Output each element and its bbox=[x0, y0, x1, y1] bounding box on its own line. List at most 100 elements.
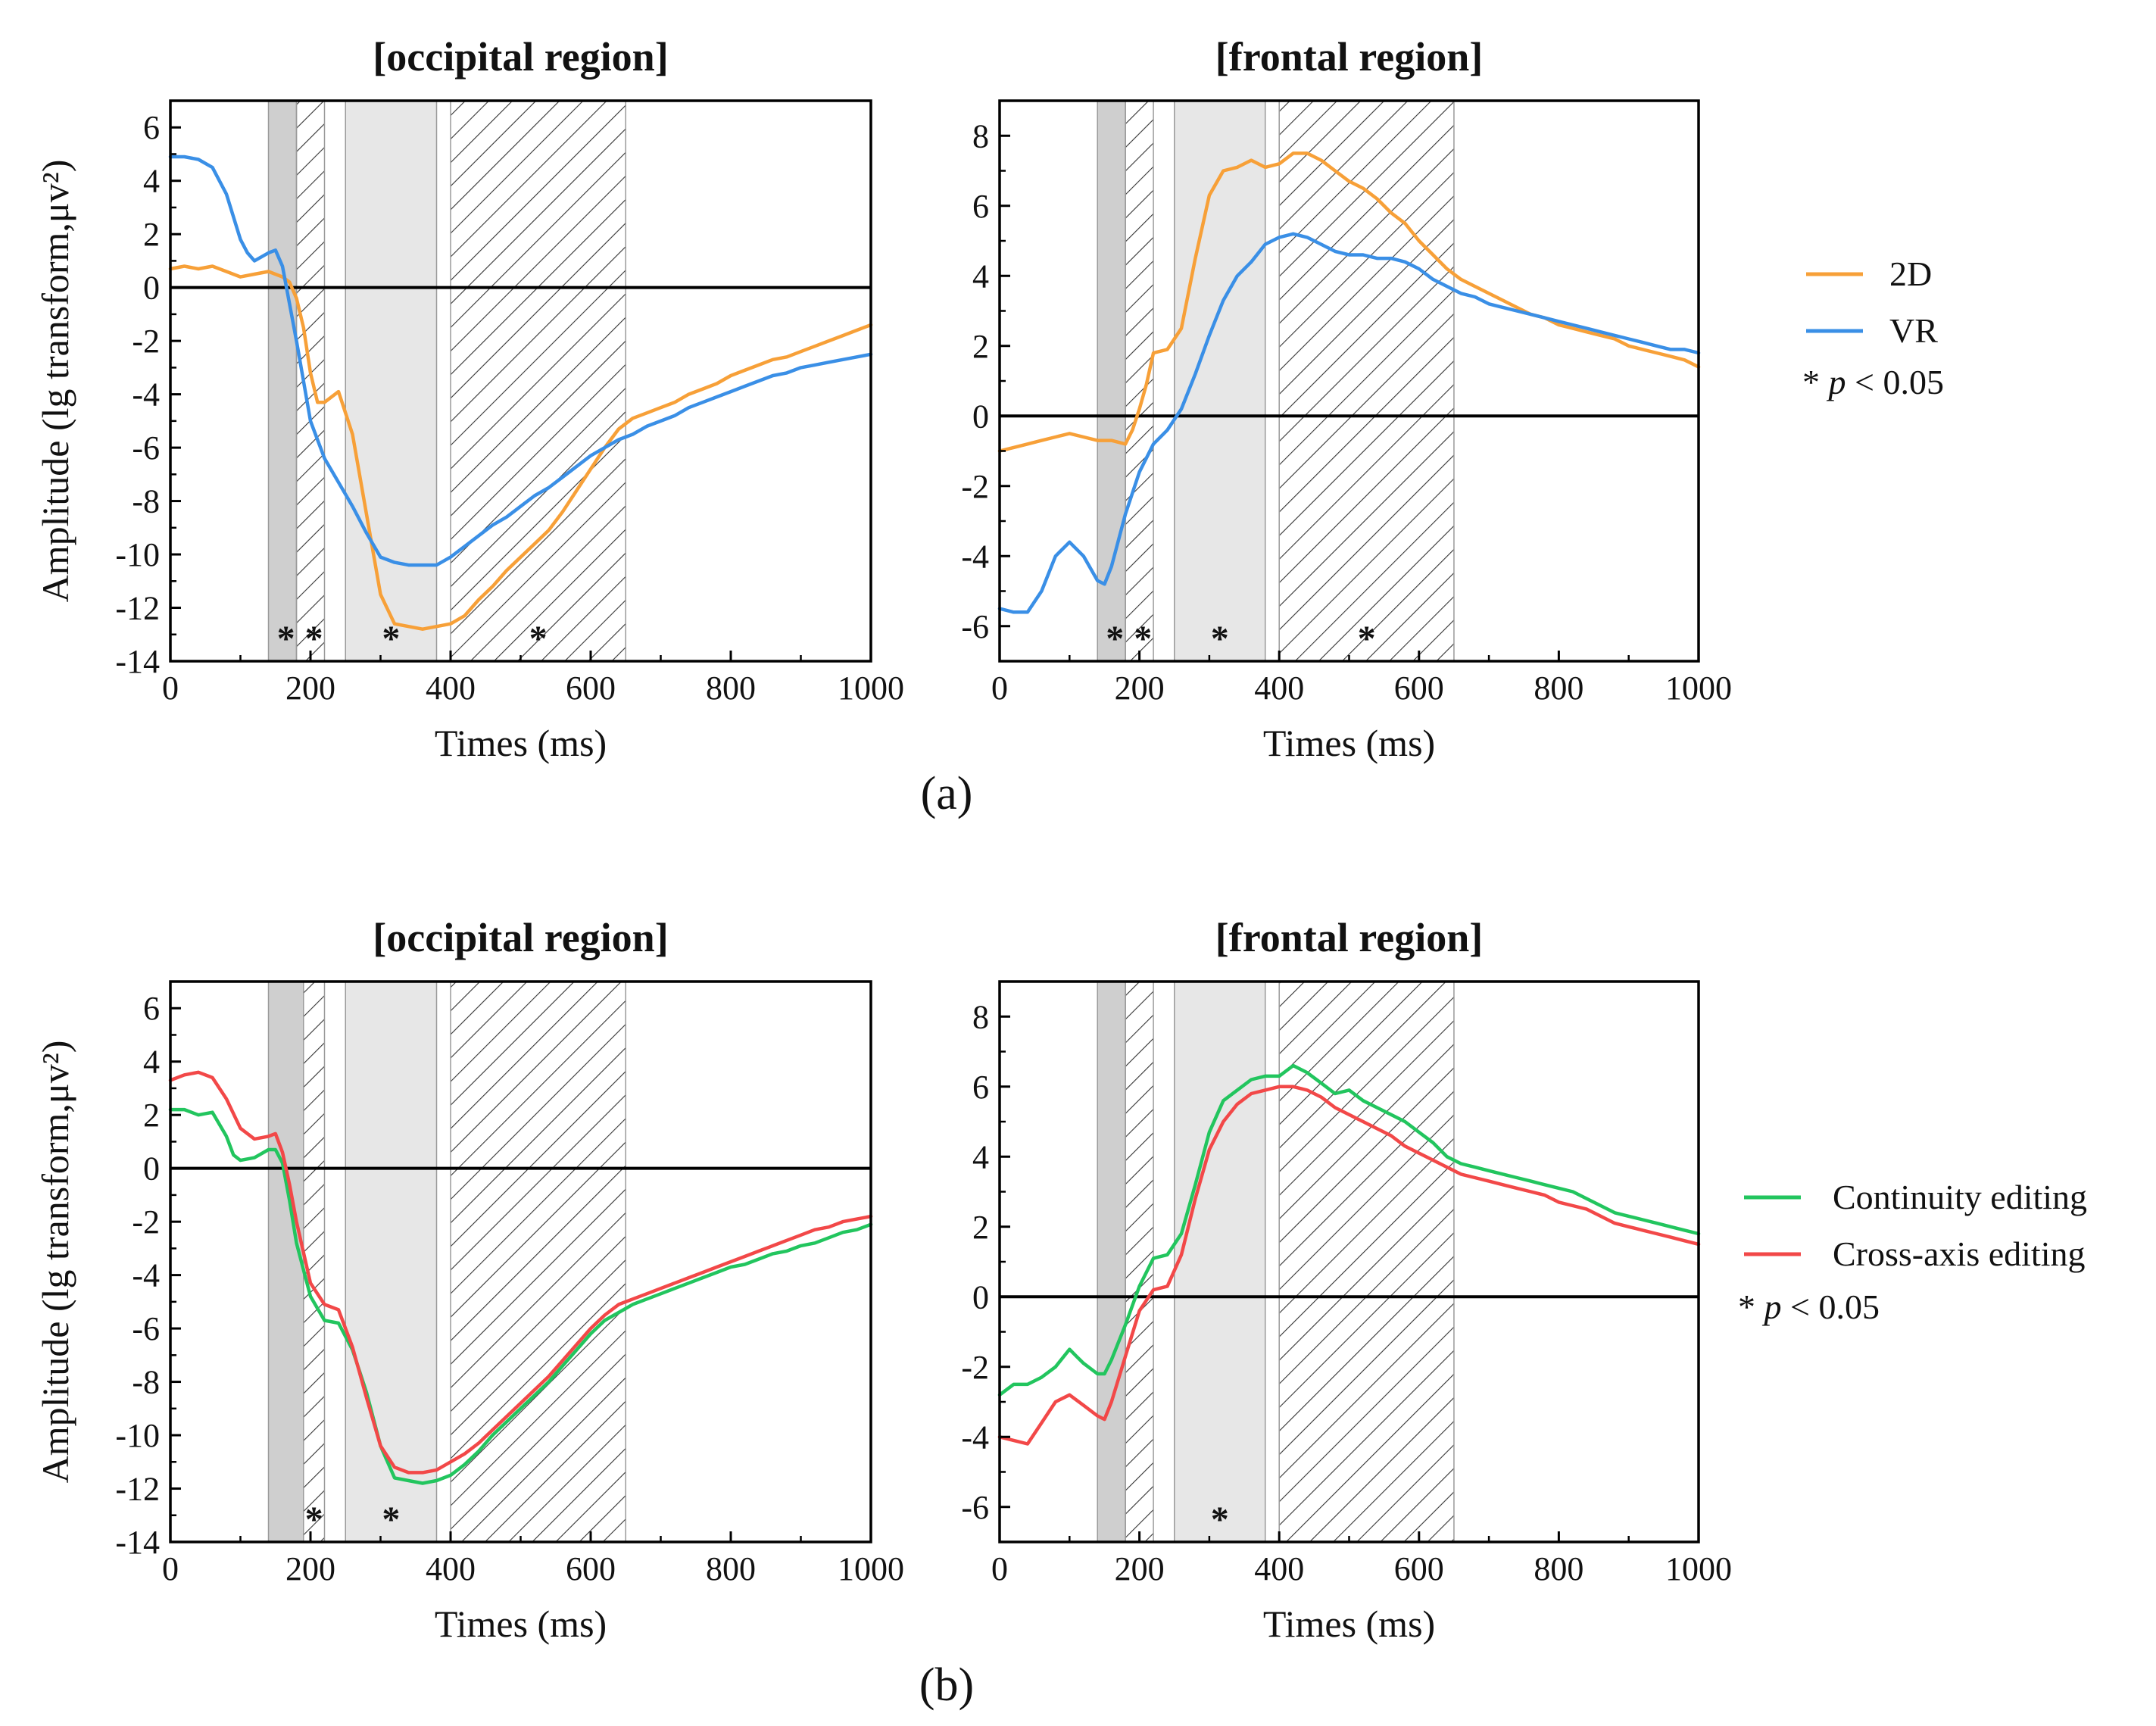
b-frontal-xtick-label: 200 bbox=[1115, 1550, 1165, 1587]
a-occipital-xlabel: Times (ms) bbox=[435, 722, 607, 764]
a-occipital-ytick-label: -4 bbox=[132, 376, 160, 414]
b-occipital-xtick-label: 600 bbox=[566, 1550, 616, 1587]
a-occipital-xtick-label: 200 bbox=[285, 669, 335, 707]
b-frontal-ytick-label: -2 bbox=[961, 1349, 989, 1386]
a-occipital-ytick-label: -14 bbox=[115, 643, 160, 680]
b-occipital-ytick-label: -14 bbox=[115, 1524, 160, 1561]
b-frontal-ytick-label: 8 bbox=[972, 998, 989, 1035]
a-occipital-ytick-label: 6 bbox=[143, 109, 160, 146]
a-frontal-ytick-label: 4 bbox=[972, 257, 989, 295]
a-occipital-ytick-label: 4 bbox=[143, 163, 160, 200]
b-occipital-ylabel: Amplitude (lg transform,μv²) bbox=[34, 1041, 76, 1484]
a-frontal-ytick-label: -4 bbox=[961, 538, 989, 575]
b-occipital-xlabel: Times (ms) bbox=[435, 1603, 607, 1645]
b-frontal-window-light-2 bbox=[1174, 981, 1266, 1543]
b-frontal-ytick-label: 2 bbox=[972, 1209, 989, 1246]
b-occipital-xtick-label: 800 bbox=[706, 1550, 756, 1587]
a-occipital-ytick-label: -12 bbox=[115, 590, 160, 627]
a-frontal-xtick-label: 0 bbox=[991, 669, 1008, 707]
b-frontal-series-continuity-editing bbox=[997, 1063, 1701, 1397]
b-frontal-xtick-label: 1000 bbox=[1665, 1550, 1732, 1587]
b-occipital-ytick-label: -6 bbox=[132, 1310, 160, 1347]
a-occipital-series-2d bbox=[168, 264, 873, 631]
a-occipital-ytick-label: -8 bbox=[132, 483, 160, 520]
a-occipital-ytick-label: 0 bbox=[143, 270, 160, 307]
b-occipital-ytick-label: -8 bbox=[132, 1364, 160, 1401]
b-occipital-xtick-label: 0 bbox=[162, 1550, 179, 1587]
a-occipital-window-light-2 bbox=[345, 100, 438, 662]
panel-label-a: (a) bbox=[921, 768, 973, 819]
chart-b-occipital: * * 0 200 400 600 800 1000 -14 -12 -10 -8 -6 -4 -2 0 2 4 6… bbox=[34, 915, 904, 1645]
a-occipital-ytick-label: 2 bbox=[143, 216, 160, 253]
legend-label-2d: 2D bbox=[1889, 254, 1932, 293]
a-frontal-ytick-label: 2 bbox=[972, 328, 989, 365]
a-frontal-series-2d bbox=[997, 151, 1701, 453]
a-occipital-xtick-label: 400 bbox=[426, 669, 476, 707]
b-occipital-significance-star-1: * bbox=[382, 1500, 400, 1540]
b-occipital-ytick-label: -12 bbox=[115, 1471, 160, 1508]
b-frontal-xtick-label: 400 bbox=[1254, 1550, 1304, 1587]
b-frontal-window-hatch-3 bbox=[1278, 981, 1455, 1543]
b-occipital-ytick-label: -10 bbox=[115, 1417, 160, 1454]
a-frontal-xtick-label: 1000 bbox=[1665, 669, 1732, 707]
a-frontal-ytick-label: -2 bbox=[961, 468, 989, 505]
a-occipital-significance-star-1: * bbox=[305, 619, 323, 659]
b-occipital-ytick-label: 0 bbox=[143, 1150, 160, 1188]
b-frontal-xtick-label: 0 bbox=[991, 1550, 1008, 1587]
a-frontal-window-light-2 bbox=[1174, 100, 1266, 662]
b-occipital-xtick-label: 400 bbox=[426, 1550, 476, 1587]
a-occipital-significance-star-3: * bbox=[529, 619, 548, 659]
b-frontal-title: [frontal region] bbox=[1215, 915, 1483, 960]
a-frontal-xtick-label: 400 bbox=[1254, 669, 1304, 707]
a-frontal-window-hatch-3 bbox=[1278, 100, 1455, 662]
a-occipital-window-hatch-1 bbox=[295, 100, 326, 662]
a-frontal-ytick-label: 6 bbox=[972, 188, 989, 225]
b-occipital-series-cross-axis-editing bbox=[168, 1070, 873, 1475]
b-frontal-xlabel: Times (ms) bbox=[1263, 1603, 1435, 1645]
b-occipital-title: [occipital region] bbox=[373, 915, 668, 960]
b-frontal-window-hatch-1 bbox=[1125, 981, 1154, 1543]
a-frontal-window-hatch-1 bbox=[1125, 100, 1154, 662]
a-frontal-ytick-label: 8 bbox=[972, 117, 989, 154]
a-frontal-ytick-label: -6 bbox=[961, 608, 989, 645]
a-occipital-ytick-label: -10 bbox=[115, 536, 160, 573]
b-frontal-significance-star-0: * bbox=[1211, 1500, 1229, 1540]
b-frontal-xtick-label: 600 bbox=[1394, 1550, 1444, 1587]
a-occipital-ytick-label: -2 bbox=[132, 323, 160, 360]
panel-label-b: (b) bbox=[919, 1659, 974, 1711]
a-frontal-xlabel: Times (ms) bbox=[1263, 722, 1435, 764]
chart-a-frontal: * * * *0 200 400 600 800 1000-6-4-202468[frontal… bbox=[961, 34, 1732, 764]
a-frontal-xtick-label: 800 bbox=[1534, 669, 1583, 707]
a-occipital-series-vr bbox=[168, 154, 873, 567]
b-frontal-ytick-label: 0 bbox=[972, 1278, 989, 1316]
a-frontal-significance-star-1: * bbox=[1134, 619, 1152, 659]
a-frontal-title: [frontal region] bbox=[1215, 34, 1483, 80]
legend-significance-note-b: * p < 0.05 bbox=[1738, 1287, 1880, 1326]
b-occipital-ytick-label: 4 bbox=[143, 1044, 160, 1081]
b-occipital-ytick-label: 2 bbox=[143, 1097, 160, 1134]
b-frontal-series-cross-axis-editing bbox=[997, 1085, 1701, 1446]
a-occipital-title: [occipital region] bbox=[373, 34, 668, 80]
a-occipital-xtick-label: 1000 bbox=[838, 669, 904, 707]
b-occipital-xtick-label: 1000 bbox=[838, 1550, 904, 1587]
a-frontal-series-vr bbox=[997, 232, 1701, 614]
a-occipital-significance-star-0: * bbox=[277, 619, 295, 659]
a-occipital-ylabel: Amplitude (lg transform,μv²) bbox=[34, 160, 76, 603]
b-occipital-ytick-label: 6 bbox=[143, 990, 160, 1027]
a-frontal-xtick-label: 600 bbox=[1394, 669, 1444, 707]
b-frontal-ytick-label: -4 bbox=[961, 1419, 989, 1456]
b-occipital-significance-star-0: * bbox=[305, 1500, 323, 1540]
a-occipital-window-dark-0 bbox=[267, 100, 298, 662]
a-frontal-window-dark-0 bbox=[1097, 100, 1126, 662]
a-occipital-xtick-label: 800 bbox=[706, 669, 756, 707]
b-frontal-window-dark-0 bbox=[1097, 981, 1126, 1543]
b-occipital-window-dark-0 bbox=[267, 981, 304, 1543]
a-frontal-significance-star-2: * bbox=[1211, 619, 1229, 659]
b-occipital-ytick-label: -2 bbox=[132, 1203, 160, 1241]
b-occipital-xtick-label: 200 bbox=[285, 1550, 335, 1587]
a-occipital-ytick-label: -6 bbox=[132, 429, 160, 467]
b-occipital-series-continuity-editing bbox=[168, 1107, 873, 1485]
legend-label-cross-axis: Cross-axis editing bbox=[1833, 1234, 2085, 1273]
legend-a: 2D VR * p < 0.05 bbox=[1802, 254, 1944, 401]
